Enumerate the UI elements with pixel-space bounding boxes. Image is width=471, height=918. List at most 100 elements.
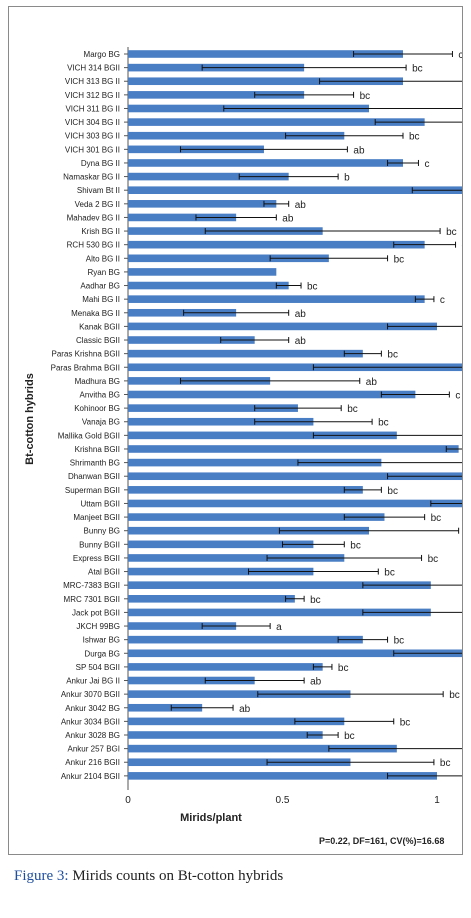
category-label: Ankur 3042 BG (65, 704, 120, 713)
category-label: Krish BG II (81, 227, 120, 236)
significance-letter: bc (387, 486, 398, 497)
bar (128, 744, 397, 753)
significance-letter: c (440, 295, 445, 306)
category-label: Kanak BGII (79, 322, 120, 331)
significance-letter: c (458, 50, 462, 61)
significance-letter: bc (384, 568, 395, 579)
stats-annotation: P=0.22, DF=161, CV(%)=16.68 (319, 836, 445, 846)
category-label: Ankur 216 BGII (65, 758, 120, 767)
category-label: MRC 7301 BGII (64, 595, 120, 604)
category-label: Manjeet BGII (73, 513, 120, 522)
bar (128, 676, 255, 685)
category-label: SP 504 BGII (76, 663, 120, 672)
bar (128, 349, 363, 358)
bar (128, 663, 323, 671)
error-bars (170, 51, 462, 779)
bar (128, 159, 404, 167)
significance-letter: ab (295, 309, 307, 320)
category-label: Dhanwan BGII (68, 472, 120, 481)
y-axis-label: Bt-cotton hybrids (24, 373, 36, 465)
category-label: Classic BGII (76, 336, 120, 345)
bar (128, 649, 462, 658)
significance-letter: bc (307, 282, 318, 293)
bar (128, 363, 462, 372)
category-label: Paras Krishna BGII (52, 350, 120, 359)
bar (128, 540, 314, 549)
significance-letter: bc (440, 758, 451, 769)
bar (128, 717, 345, 726)
axes (124, 47, 129, 790)
significance-letter: bc (347, 404, 358, 415)
bar (128, 554, 345, 562)
significance-letter: bc (400, 717, 411, 728)
bar (128, 77, 404, 86)
bar (128, 499, 462, 508)
bar (128, 268, 277, 276)
bar (128, 118, 425, 126)
category-label: Express BGII (73, 554, 120, 563)
category-label: Atal BGII (88, 568, 120, 577)
bar (128, 472, 462, 481)
category-label: Dyna BG II (81, 159, 120, 168)
bar (128, 581, 431, 589)
bar (128, 240, 425, 249)
bar (128, 703, 203, 712)
category-label: Shrimanth BG (70, 459, 120, 468)
category-label: Ryan BG (88, 268, 120, 277)
x-tick-label: 1 (434, 795, 440, 806)
bar (128, 50, 404, 58)
significance-letter: b (344, 173, 350, 184)
bar (128, 322, 437, 331)
bar (128, 308, 237, 317)
bar (128, 404, 298, 412)
bar (128, 567, 314, 576)
figure-caption: Figure 3: Mirids counts on Bt-cotton hyb… (14, 868, 283, 885)
category-label: Namaskar BG II (63, 173, 120, 182)
significance-letter: bc (449, 690, 460, 701)
significance-letter: bc (394, 636, 405, 647)
category-label: Anvitha BG (80, 391, 120, 400)
category-label: Paras Brahma BGII (51, 363, 120, 372)
bar (128, 172, 289, 181)
category-label: VICH 313 BG II (65, 77, 120, 86)
significance-letter: bc (409, 132, 420, 143)
x-axis-label: Mirids/plant (180, 812, 242, 824)
category-label: VICH 301 BG II (65, 145, 120, 154)
bar (128, 445, 459, 453)
category-label: Ankur 2104 BGII (61, 772, 120, 781)
bar (128, 772, 437, 780)
significance-letter: a (276, 622, 282, 633)
category-label: Alto BG II (86, 254, 120, 263)
bar (128, 731, 323, 739)
category-label: Superman BGII (65, 486, 120, 495)
x-tick-label: 0 (125, 795, 131, 806)
x-tick-label: 0.5 (276, 795, 290, 806)
significance-letter: c (462, 241, 463, 252)
category-label: VICH 311 BG II (65, 104, 120, 113)
category-label: Krishna BGII (75, 445, 120, 454)
bar (128, 91, 305, 99)
significance-letter: ab (353, 145, 365, 156)
bar (128, 431, 397, 440)
bar (128, 186, 462, 194)
category-label: Durga BG (84, 649, 120, 658)
bar-chart: Margo BG VICH 314 BGII VICH 313 BG II VICH … (24, 47, 463, 824)
category-label: Ankur 257 BGI (68, 745, 120, 754)
significance-letter: bc (387, 350, 398, 361)
significance-letter: bc (360, 91, 371, 102)
bar (128, 254, 329, 263)
bar (128, 390, 416, 399)
bar (128, 281, 289, 290)
significance-letter: bc (378, 418, 389, 429)
category-label: Mahadev BG II (67, 213, 120, 222)
significance-letter: bc (428, 554, 439, 565)
bars (128, 50, 462, 780)
bar (128, 690, 351, 698)
significance-letter: bc (446, 227, 457, 238)
caption-text: Mirids counts on Bt-cotton hybrids (68, 868, 284, 884)
category-label: Ishwar BG (83, 636, 120, 645)
category-label: Vanaja BG (82, 418, 120, 427)
category-label: Ankur 3070 BGII (61, 690, 120, 699)
significance-letter: ab (295, 200, 307, 211)
significance-letter: bc (310, 595, 321, 606)
